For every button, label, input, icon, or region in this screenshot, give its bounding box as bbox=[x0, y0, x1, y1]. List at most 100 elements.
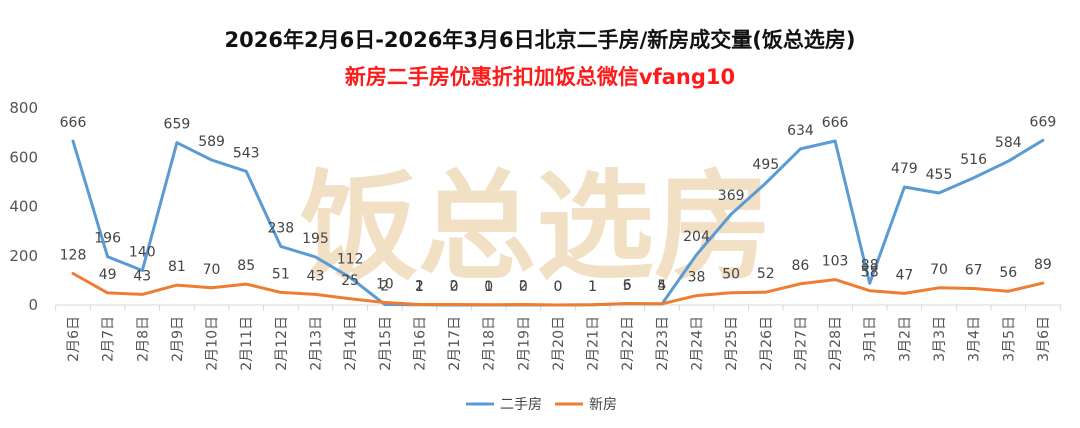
data-label: 4 bbox=[657, 278, 666, 294]
data-label: 455 bbox=[926, 167, 953, 183]
data-label: 2 bbox=[519, 279, 528, 295]
data-label: 47 bbox=[895, 267, 913, 283]
y-tick-label: 200 bbox=[9, 247, 38, 265]
x-tick-label: 2月15日 bbox=[378, 316, 394, 371]
data-label: 666 bbox=[60, 115, 87, 131]
x-tick-label: 2月6日 bbox=[66, 316, 82, 362]
x-tick-label: 3月1日 bbox=[863, 316, 879, 362]
data-label: 70 bbox=[203, 262, 221, 278]
data-label: 140 bbox=[129, 245, 156, 261]
series-line-2 bbox=[71, 272, 1045, 307]
data-label: 38 bbox=[688, 270, 706, 286]
data-label: 49 bbox=[99, 267, 117, 283]
x-tick-label: 2月17日 bbox=[447, 316, 463, 371]
x-tick-label: 2月7日 bbox=[101, 316, 117, 362]
legend-label: 二手房 bbox=[500, 397, 542, 413]
data-label: 2 bbox=[450, 279, 459, 295]
x-tick-label: 2月11日 bbox=[239, 316, 255, 371]
legend-label: 新房 bbox=[589, 397, 617, 413]
data-label: 86 bbox=[792, 258, 810, 274]
series-lines bbox=[71, 138, 1045, 307]
data-label: 58 bbox=[861, 265, 879, 281]
x-tick-label: 2月23日 bbox=[655, 316, 671, 371]
data-label: 634 bbox=[787, 123, 814, 139]
data-label: 204 bbox=[683, 229, 710, 245]
data-label: 103 bbox=[822, 254, 849, 270]
data-label: 0 bbox=[553, 279, 562, 295]
x-tick-label: 2月16日 bbox=[412, 316, 428, 371]
data-label: 0 bbox=[553, 279, 562, 295]
data-label: 1 bbox=[588, 279, 597, 295]
x-tick-label: 2月20日 bbox=[551, 316, 567, 371]
data-label: 43 bbox=[307, 268, 325, 284]
data-label: 81 bbox=[168, 259, 186, 275]
data-label: 543 bbox=[233, 145, 260, 161]
data-label: 1 bbox=[415, 279, 424, 295]
x-tick-label: 2月18日 bbox=[482, 316, 498, 371]
x-tick-label: 2月26日 bbox=[759, 316, 775, 371]
data-label: 89 bbox=[1034, 257, 1052, 273]
x-tick-label: 2月27日 bbox=[793, 316, 809, 371]
data-label: 51 bbox=[272, 266, 290, 282]
data-label: 85 bbox=[237, 258, 255, 274]
data-label: 88 bbox=[861, 257, 879, 273]
y-tick-label: 600 bbox=[9, 148, 38, 166]
data-label: 238 bbox=[267, 220, 294, 236]
x-tick-label: 2月25日 bbox=[724, 316, 740, 371]
data-label: 0 bbox=[450, 279, 459, 295]
chart-title: 2026年2月6日-2026年3月6日北京二手房/新房成交量(饭总选房) bbox=[225, 28, 856, 52]
x-tick-label: 2月21日 bbox=[586, 316, 602, 371]
data-label: 659 bbox=[164, 117, 191, 133]
x-tick-label: 3月4日 bbox=[967, 316, 983, 362]
data-label: 666 bbox=[822, 115, 849, 131]
data-label: 128 bbox=[60, 247, 87, 263]
y-tick-label: 0 bbox=[28, 296, 38, 314]
data-label: 1 bbox=[484, 279, 493, 295]
x-tick-label: 3月3日 bbox=[932, 316, 948, 362]
data-label: 479 bbox=[891, 161, 918, 177]
data-label: 2 bbox=[415, 279, 424, 295]
chart-subtitle: 新房二手房优惠折扣加饭总微信vfang10 bbox=[345, 65, 735, 89]
data-label: 5 bbox=[657, 278, 666, 294]
x-tick-label: 2月24日 bbox=[690, 316, 706, 371]
x-tick-label: 3月2日 bbox=[897, 316, 913, 362]
x-tick-label: 2月13日 bbox=[308, 316, 324, 371]
data-label: 50 bbox=[722, 267, 740, 283]
watermark: 饭总选房 bbox=[300, 158, 772, 296]
data-label: 516 bbox=[960, 152, 987, 168]
data-label: 195 bbox=[302, 231, 329, 247]
data-label: 6 bbox=[623, 278, 632, 294]
data-label: 1 bbox=[588, 279, 597, 295]
data-label: 2 bbox=[380, 279, 389, 295]
x-tick-label: 3月5日 bbox=[1001, 316, 1017, 362]
data-label: 25 bbox=[341, 273, 359, 289]
data-label: 52 bbox=[757, 266, 775, 282]
data-label: 56 bbox=[999, 265, 1017, 281]
data-label: 67 bbox=[965, 263, 983, 279]
x-tick-label: 2月12日 bbox=[274, 316, 290, 371]
legend: 二手房 新房 bbox=[466, 397, 617, 413]
data-label: 43 bbox=[133, 268, 151, 284]
data-label: 369 bbox=[718, 188, 745, 204]
y-tick-label: 800 bbox=[9, 99, 38, 117]
data-label: 112 bbox=[337, 251, 364, 267]
data-label: 0 bbox=[519, 279, 528, 295]
x-tick-label: 2月8日 bbox=[135, 316, 151, 362]
x-tick-label: 2月14日 bbox=[343, 316, 359, 371]
data-label: 584 bbox=[995, 135, 1022, 151]
x-tick-label: 2月10日 bbox=[205, 316, 221, 371]
data-label: 669 bbox=[1030, 114, 1057, 130]
x-tick-label: 2月22日 bbox=[620, 316, 636, 371]
x-tick-label: 2月19日 bbox=[516, 316, 532, 371]
x-tick-label: 2月9日 bbox=[170, 316, 186, 362]
data-label: 589 bbox=[198, 134, 225, 150]
data-label: 10 bbox=[376, 277, 394, 293]
y-tick-label: 400 bbox=[9, 198, 38, 216]
data-label: 495 bbox=[752, 157, 779, 173]
data-label: 5 bbox=[623, 278, 632, 294]
x-tick-label: 2月28日 bbox=[828, 316, 844, 371]
data-label: 0 bbox=[484, 279, 493, 295]
